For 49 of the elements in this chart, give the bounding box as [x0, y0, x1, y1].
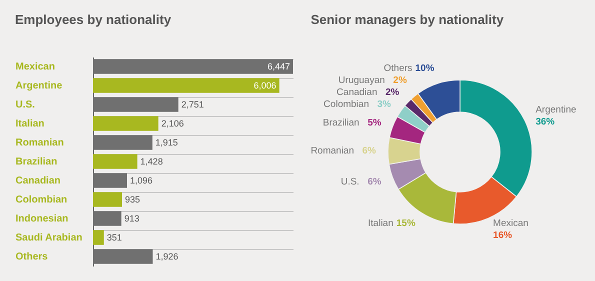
- data-label: 3%: [377, 99, 392, 110]
- data-label: 10%: [415, 63, 435, 74]
- bar: [93, 192, 122, 207]
- y-tick-label: Others: [16, 252, 48, 262]
- chart-title: Senior managers by nationality: [310, 12, 504, 27]
- y-tick-label: Romanian: [16, 138, 64, 148]
- slice-label: Italian: [368, 218, 394, 230]
- bar: [93, 154, 138, 169]
- data-label: 351: [106, 232, 122, 242]
- data-label: 5%: [368, 118, 382, 129]
- y-tick-label: U.S.: [16, 100, 36, 110]
- data-label: 1,926: [156, 252, 178, 262]
- slice-label: Others: [384, 63, 413, 74]
- y-tick-label: Italian: [16, 118, 44, 130]
- slice-label: Canadian: [336, 87, 378, 98]
- data-label: 1,096: [130, 176, 153, 186]
- slice-label: Uruguayan: [338, 75, 385, 86]
- y-tick-label: Mexican: [16, 62, 55, 72]
- chart-title: Employees by nationality: [15, 12, 172, 27]
- bar: [93, 78, 280, 93]
- data-label: 2,106: [161, 118, 184, 128]
- data-label: 2%: [393, 75, 408, 86]
- data-label: 6,447: [267, 62, 290, 72]
- slice-label: Mexican: [493, 218, 528, 230]
- data-label: 16%: [493, 230, 513, 242]
- bar: [93, 230, 104, 245]
- y-tick-label: Canadian: [16, 176, 61, 186]
- data-label: 36%: [536, 116, 556, 128]
- y-tick-label: Colombian: [16, 194, 68, 206]
- slice-label: Argentine: [536, 104, 576, 116]
- data-label: 1,915: [155, 138, 178, 148]
- slice-label: U.S.: [340, 176, 360, 188]
- data-label: 913: [124, 214, 140, 224]
- y-tick-label: Saudi Arabian: [16, 232, 82, 244]
- slice-label: Colombian: [324, 99, 369, 110]
- data-label: 2%: [386, 87, 400, 98]
- data-label: 6,006: [254, 80, 276, 90]
- slice-label: Brazilian: [322, 118, 360, 129]
- y-tick-label: Indonesian: [16, 214, 68, 224]
- data-label: 935: [125, 194, 140, 204]
- y-tick-label: Brazilian: [16, 156, 58, 168]
- bar: [93, 116, 158, 131]
- y-tick-label: Argentine: [16, 80, 63, 92]
- data-label: 6%: [368, 176, 382, 188]
- data-label: 1,428: [140, 156, 163, 166]
- data-label: 6%: [362, 146, 377, 157]
- data-label: 15%: [396, 218, 416, 230]
- slice-label: Romanian: [310, 146, 354, 157]
- data-label: 2,751: [181, 100, 204, 110]
